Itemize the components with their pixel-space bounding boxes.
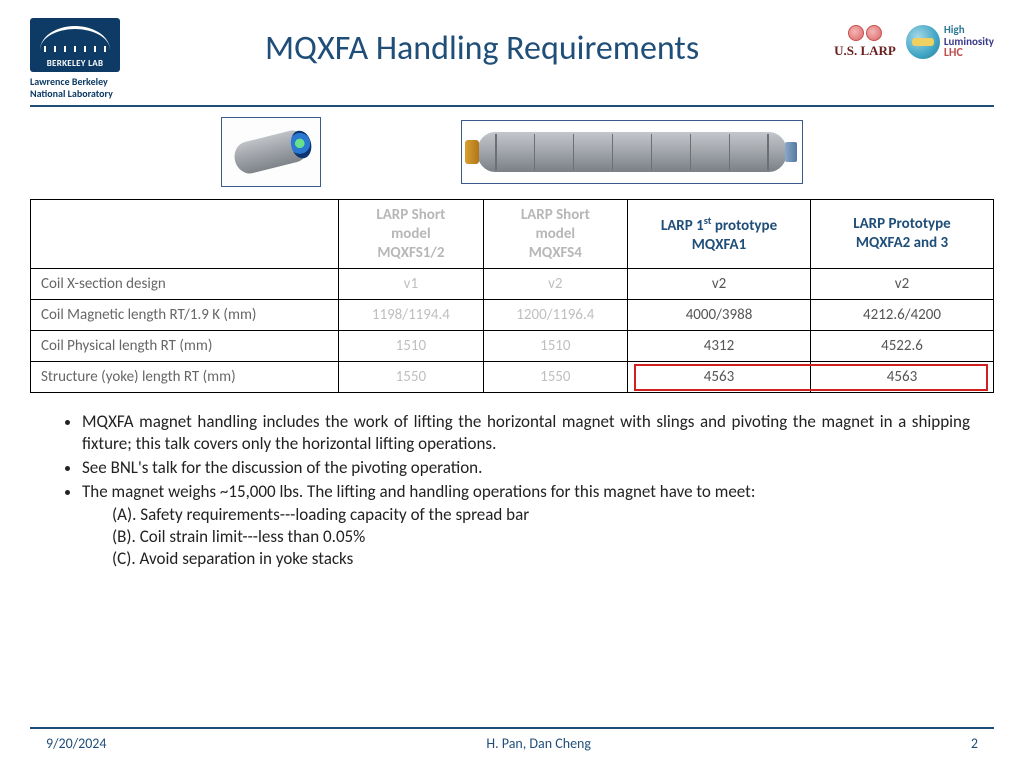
row-label: Coil Physical length RT (mm) [31, 331, 339, 362]
lab-badge-icon: BERKELEY LAB [30, 18, 120, 72]
bullet-item: MQXFA magnet handling includes the work … [82, 411, 970, 455]
footer-authors: H. Pan, Dan Cheng [486, 735, 591, 752]
header-rule [30, 105, 994, 107]
sub-item: (B). Coil strain limit---less than 0.05% [112, 526, 970, 548]
sub-item: (C). Avoid separation in yoke stacks [112, 548, 970, 570]
table-cell: v2 [483, 269, 627, 300]
us-larp-logo: U.S. LARP [834, 25, 896, 59]
bullet-item: See BNL's talk for the discussion of the… [82, 457, 970, 479]
table-cell: 4312 [628, 331, 811, 362]
footer: 9/20/2024 H. Pan, Dan Cheng 2 [30, 727, 994, 752]
berkeley-lab-logo: BERKELEY LAB Lawrence Berkeley National … [30, 18, 130, 99]
table-header [31, 200, 339, 269]
table-cell: 1200/1196.4 [483, 300, 627, 331]
prototype-image [461, 120, 803, 184]
footer-rule [30, 727, 994, 729]
table-cell: 1550 [339, 362, 483, 393]
table-cell: 1198/1194.4 [339, 300, 483, 331]
table-header: LARP PrototypeMQXFA2 and 3 [811, 200, 994, 269]
table-cell: 4000/3988 [628, 300, 811, 331]
bullet-list: MQXFA magnet handling includes the work … [30, 411, 994, 569]
row-label: Structure (yoke) length RT (mm) [31, 362, 339, 393]
table-header: LARP ShortmodelMQXFS1/2 [339, 200, 483, 269]
sub-item: (A). Safety requirements---loading capac… [112, 504, 970, 526]
table-row: Coil Magnetic length RT/1.9 K (mm)1198/1… [31, 300, 994, 331]
highlight-box [634, 364, 988, 391]
table-cell: v2 [811, 269, 994, 300]
partner-logos: U.S. LARP High Luminosity LHC [834, 18, 994, 60]
row-label: Coil X-section design [31, 269, 339, 300]
table-cell: 1510 [483, 331, 627, 362]
footer-page: 2 [971, 735, 978, 752]
table-row: Coil X-section designv1v2v2v2 [31, 269, 994, 300]
footer-date: 9/20/2024 [46, 735, 106, 752]
table-cell: 1550 [483, 362, 627, 393]
long-cylinder-icon [477, 132, 787, 172]
bullet-item: The magnet weighs ~15,000 lbs. The lifti… [82, 481, 970, 503]
hilumi-lhc-logo: High Luminosity LHC [906, 24, 994, 60]
table-cell: 4212.6/4200 [811, 300, 994, 331]
short-model-image [221, 117, 321, 187]
table-header: LARP ShortmodelMQXFS4 [483, 200, 627, 269]
table-row: Coil Physical length RT (mm)151015104312… [31, 331, 994, 362]
table-cell: 4522.6 [811, 331, 994, 362]
magnet-images-row [30, 117, 994, 187]
header: BERKELEY LAB Lawrence Berkeley National … [30, 18, 994, 99]
short-cylinder-icon [231, 128, 311, 177]
table-cell: v2 [628, 269, 811, 300]
hilumi-badge-icon [906, 25, 940, 59]
slide-title: MQXFA Handling Requirements [130, 28, 834, 69]
lab-caption: Lawrence Berkeley National Laboratory [30, 76, 130, 99]
table-wrap: LARP ShortmodelMQXFS1/2LARP ShortmodelMQ… [30, 199, 994, 393]
table-cell: 1510 [339, 331, 483, 362]
table-cell: v1 [339, 269, 483, 300]
lab-badge-text: BERKELEY LAB [47, 58, 104, 69]
row-label: Coil Magnetic length RT/1.9 K (mm) [31, 300, 339, 331]
table-header: LARP 1st prototypeMQXFA1 [628, 200, 811, 269]
